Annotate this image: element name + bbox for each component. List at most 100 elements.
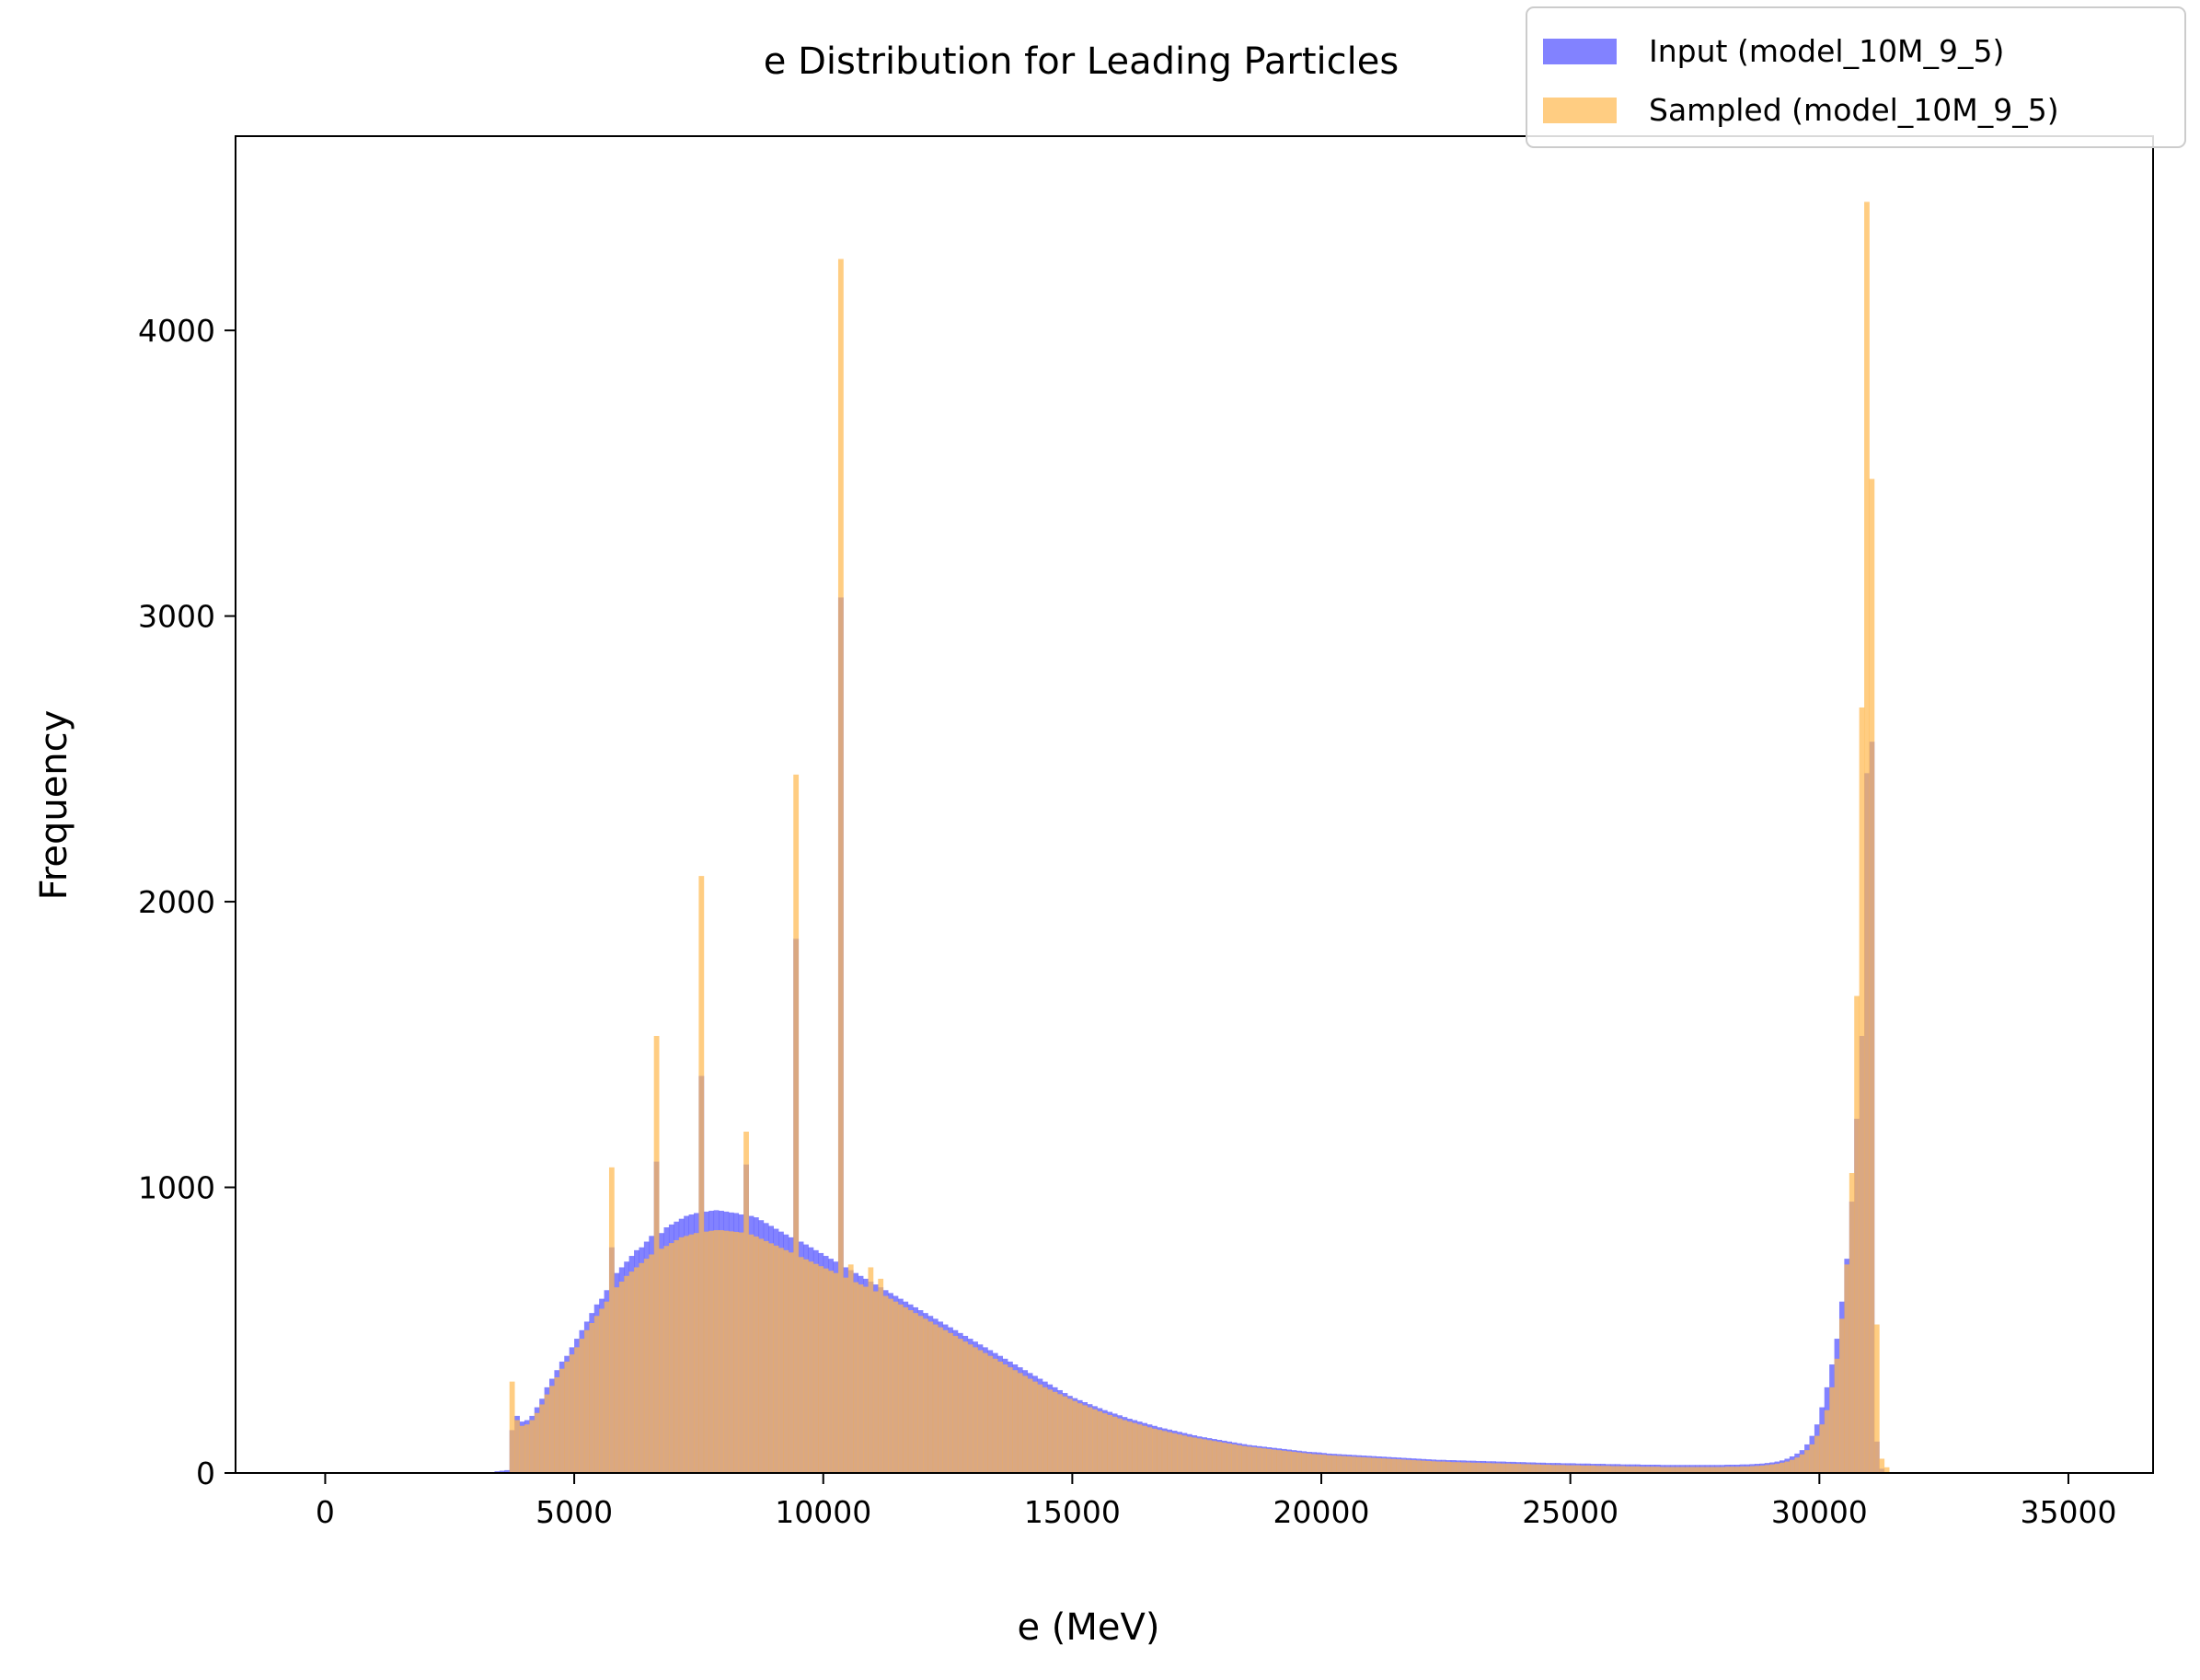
histogram-bar: [1619, 1466, 1626, 1473]
histogram-bar: [1192, 1437, 1198, 1473]
histogram-bar: [1306, 1453, 1312, 1473]
x-tick-label: 0: [316, 1494, 335, 1530]
histogram-bar: [1246, 1446, 1252, 1473]
histogram-bar: [907, 1310, 914, 1473]
histogram-bar: [643, 1259, 650, 1473]
histogram-bar: [1515, 1464, 1521, 1473]
plot-area: [490, 201, 1890, 1473]
x-tick-label: 5000: [536, 1494, 613, 1530]
histogram-bar: [1112, 1416, 1118, 1473]
histogram-bar: [992, 1358, 998, 1473]
histogram-bar: [693, 1233, 699, 1473]
x-axis-label: e (MeV): [1017, 1606, 1159, 1649]
histogram-bar: [1336, 1456, 1342, 1473]
y-tick-label: 2000: [138, 884, 215, 920]
histogram-bar: [1002, 1364, 1008, 1473]
histogram-bar: [1446, 1461, 1452, 1473]
histogram-bar: [599, 1308, 605, 1473]
histogram-bar: [1580, 1465, 1586, 1473]
histogram-bar: [1754, 1466, 1760, 1473]
histogram-bar: [1157, 1430, 1163, 1473]
histogram-bar: [1550, 1465, 1556, 1473]
histogram-bar: [1286, 1451, 1292, 1473]
histogram-bar: [569, 1354, 575, 1473]
y-tick-label: 1000: [138, 1170, 215, 1206]
histogram-bar: [698, 876, 705, 1473]
histogram-bar: [1415, 1460, 1422, 1473]
histogram-bar: [733, 1231, 740, 1473]
histogram-bar: [1789, 1459, 1795, 1473]
histogram-bar: [618, 1281, 625, 1473]
histogram-bar: [1077, 1403, 1083, 1473]
histogram-bar: [1739, 1466, 1745, 1473]
histogram-bar: [663, 1246, 670, 1473]
histogram-bar: [1724, 1467, 1731, 1473]
histogram-bar: [1181, 1435, 1188, 1473]
legend-swatch-input: [1543, 39, 1617, 64]
histogram-bar: [1206, 1440, 1213, 1473]
histogram-bar: [917, 1316, 924, 1473]
histogram-bar: [723, 1230, 730, 1473]
histogram-bar: [1864, 201, 1870, 1473]
histogram-bar: [608, 1167, 615, 1473]
histogram-bar: [1654, 1467, 1661, 1473]
histogram-bar: [1151, 1428, 1158, 1473]
histogram-bar: [1660, 1467, 1665, 1473]
x-tick-label: 10000: [775, 1494, 871, 1530]
histogram-bar: [688, 1234, 695, 1473]
histogram-bar: [499, 1470, 505, 1473]
histogram-bar: [519, 1425, 525, 1473]
histogram-bar: [659, 1248, 664, 1473]
histogram-bar: [1844, 1264, 1850, 1473]
histogram-bar: [1555, 1465, 1561, 1473]
histogram-bar: [634, 1267, 639, 1473]
histogram-bar: [1082, 1405, 1088, 1473]
histogram-bar: [1351, 1456, 1357, 1473]
histogram-bar: [1883, 1467, 1890, 1473]
y-axis-label: Frequency: [33, 710, 75, 901]
histogram-bar: [1530, 1464, 1537, 1473]
histogram-bar: [1431, 1461, 1436, 1473]
histogram-bar: [1600, 1466, 1606, 1473]
histogram-bar: [1460, 1462, 1467, 1473]
histogram-bar: [1540, 1465, 1547, 1473]
histogram-bar: [1365, 1457, 1372, 1473]
histogram-bar: [534, 1412, 540, 1473]
legend-label-input: Input (model_10M_9_5): [1649, 33, 2004, 69]
histogram-bar: [1809, 1444, 1815, 1473]
histogram-bar: [1794, 1457, 1801, 1473]
histogram-bar: [1062, 1396, 1068, 1473]
histogram-bar: [977, 1350, 984, 1473]
histogram-bar: [1330, 1456, 1337, 1473]
histogram-bar: [1161, 1431, 1168, 1473]
histogram-bar: [1759, 1465, 1766, 1473]
histogram-bar: [1615, 1466, 1621, 1473]
histogram-bar: [1879, 1458, 1885, 1473]
histogram-bar: [504, 1469, 511, 1473]
histogram-bar: [728, 1231, 734, 1473]
histogram-bar: [589, 1323, 595, 1473]
histogram-bar: [1734, 1467, 1741, 1473]
histogram-bar: [509, 1381, 515, 1473]
histogram-bar: [1480, 1463, 1487, 1473]
histogram-bar: [952, 1335, 959, 1473]
histogram-bar: [753, 1236, 759, 1473]
x-tick-label: 25000: [1522, 1494, 1618, 1530]
histogram-bar: [1560, 1465, 1566, 1473]
histogram-bar: [773, 1245, 779, 1473]
y-axis-ticks: 0 1000 2000 3000 4000: [138, 313, 236, 1491]
histogram-bar: [858, 1284, 864, 1473]
histogram-bar: [1227, 1444, 1232, 1473]
histogram-bar: [1311, 1454, 1318, 1473]
histogram-bar: [1774, 1464, 1780, 1473]
histogram-bar: [1749, 1466, 1756, 1473]
histogram-bar: [863, 1286, 869, 1473]
histogram-bar: [1685, 1467, 1690, 1473]
histogram-bar: [1466, 1462, 1471, 1473]
histogram-bar: [1371, 1457, 1376, 1473]
histogram-bar: [549, 1386, 555, 1473]
histogram-bar: [818, 1266, 824, 1473]
histogram-bar: [1017, 1373, 1023, 1473]
histogram-bar: [1769, 1464, 1776, 1473]
histogram-bar: [847, 1264, 854, 1473]
